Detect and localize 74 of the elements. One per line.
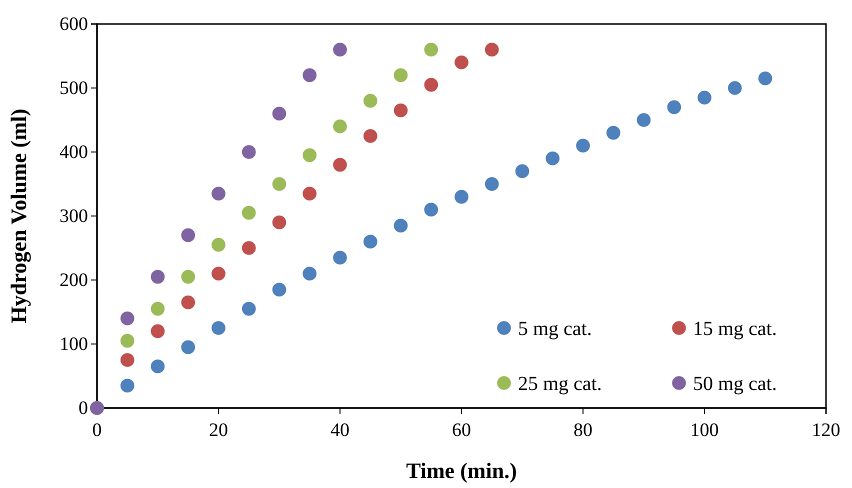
- point: [120, 312, 134, 326]
- point: [272, 177, 286, 191]
- point: [181, 296, 196, 310]
- legend-label: 25 mg cat.: [518, 373, 602, 395]
- y-tick-label: 200: [60, 270, 88, 292]
- point: [454, 56, 468, 70]
- point: [150, 324, 165, 338]
- x-tick-label: 60: [452, 420, 471, 441]
- point: [333, 158, 347, 172]
- point: [302, 186, 317, 200]
- point: [363, 94, 378, 108]
- point: [667, 100, 682, 114]
- x-tick-label: 120: [812, 420, 840, 441]
- point: [120, 334, 134, 348]
- x-tick-label: 100: [690, 420, 719, 441]
- x-tick-label: 20: [209, 420, 228, 441]
- point: [424, 78, 438, 92]
- legend-label: 15 mg cat.: [693, 318, 777, 340]
- point: [424, 202, 438, 216]
- point: [484, 177, 499, 191]
- point: [181, 270, 196, 284]
- x-axis-title: Time (min.): [406, 458, 517, 483]
- point: [394, 218, 408, 232]
- point: [454, 190, 468, 204]
- point: [363, 234, 378, 248]
- point: [728, 81, 742, 95]
- point: [150, 360, 165, 374]
- point: [515, 164, 530, 178]
- y-tick-label: 100: [60, 334, 88, 356]
- point: [484, 42, 499, 56]
- point: [150, 270, 165, 284]
- point: [698, 90, 712, 104]
- point: [333, 42, 347, 56]
- point: [546, 152, 560, 166]
- x-tick-label: 80: [574, 420, 592, 441]
- point: [120, 378, 134, 392]
- point: [302, 148, 317, 162]
- x-tick-label: 0: [92, 420, 102, 441]
- point: [302, 68, 317, 82]
- point: [242, 241, 256, 255]
- y-tick-label: 500: [60, 78, 88, 100]
- y-tick-label: 400: [60, 142, 88, 164]
- point: [394, 68, 408, 82]
- y-tick-label: 300: [60, 206, 88, 228]
- point: [212, 321, 226, 335]
- point: [181, 228, 196, 242]
- point: [606, 126, 620, 140]
- point: [272, 282, 286, 296]
- point: [242, 302, 256, 316]
- y-tick-label: 600: [60, 14, 88, 36]
- point: [758, 72, 772, 86]
- point: [212, 238, 226, 252]
- point: [150, 302, 165, 316]
- point: [242, 206, 256, 220]
- point: [212, 266, 226, 280]
- point: [272, 106, 286, 120]
- point: [394, 104, 408, 118]
- point: [120, 353, 134, 367]
- point: [242, 145, 256, 159]
- point: [363, 129, 378, 143]
- point: [302, 266, 317, 280]
- legend-label: 5 mg cat.: [518, 318, 592, 340]
- point: [333, 250, 347, 264]
- x-tick-label: 40: [330, 420, 350, 441]
- point: [636, 113, 651, 127]
- point: [272, 216, 286, 230]
- y-axis-title: Hydrogen Volume (ml): [6, 108, 31, 324]
- point: [576, 138, 590, 152]
- legend-label: 50 mg cat.: [693, 373, 777, 395]
- point: [212, 186, 226, 200]
- y-tick-label: 0: [78, 398, 88, 420]
- point: [181, 340, 196, 354]
- point: [333, 120, 347, 134]
- point: [424, 42, 438, 56]
